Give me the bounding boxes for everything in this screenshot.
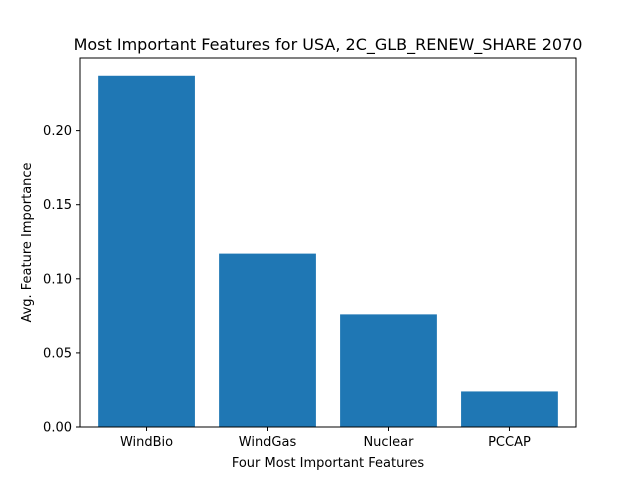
plot-frame <box>79 57 577 428</box>
y-tick-label: 0.10 <box>43 272 72 287</box>
x-axis-label: Four Most Important Features <box>232 456 425 471</box>
x-axis: WindBio WindGas Nuclear PCCAP <box>120 427 531 450</box>
y-tick-label: 0.05 <box>43 346 72 361</box>
bar-pccap <box>461 391 558 427</box>
x-tick-label: PCCAP <box>488 435 531 450</box>
bar-windbio <box>98 75 195 427</box>
bar-nuclear <box>340 314 437 427</box>
x-tick-label: WindBio <box>120 435 173 450</box>
bar-windgas <box>219 253 316 427</box>
chart-title: Most Important Features for USA, 2C_GLB_… <box>74 35 583 55</box>
y-axis: 0.00 0.05 0.10 0.15 0.20 <box>43 124 80 436</box>
x-tick-label: WindGas <box>239 435 297 450</box>
y-tick-label: 0.00 <box>43 421 72 436</box>
y-tick-label: 0.20 <box>43 124 72 139</box>
y-axis-label: Avg. Feature Importance <box>20 162 35 322</box>
bars-layer <box>98 75 558 427</box>
x-tick-label: Nuclear <box>363 435 414 450</box>
y-tick-label: 0.15 <box>43 198 72 213</box>
